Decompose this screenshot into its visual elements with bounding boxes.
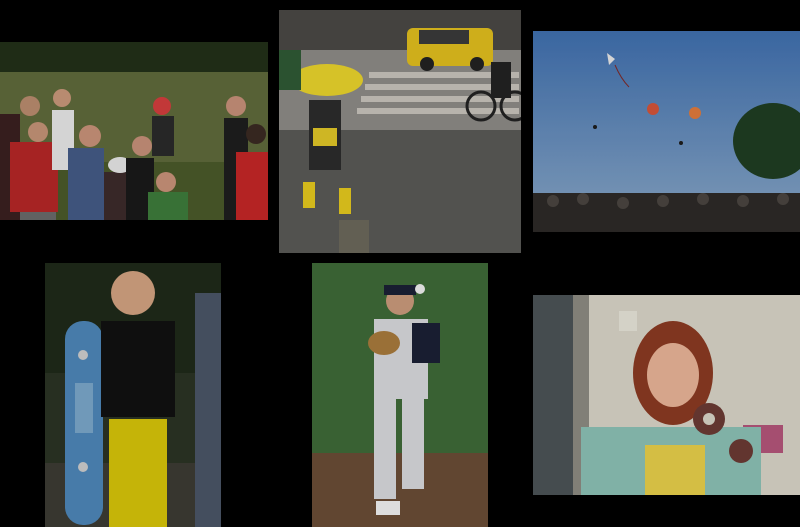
- yellow-umbrella-street-photo: [279, 10, 521, 253]
- kite-festival-photo: [533, 31, 800, 232]
- woman-donut-photo: [533, 295, 800, 495]
- baseball-pitcher-photo: [312, 263, 488, 527]
- frisbee-group-photo: [0, 42, 268, 220]
- boy-skateboard-photo: [45, 263, 221, 527]
